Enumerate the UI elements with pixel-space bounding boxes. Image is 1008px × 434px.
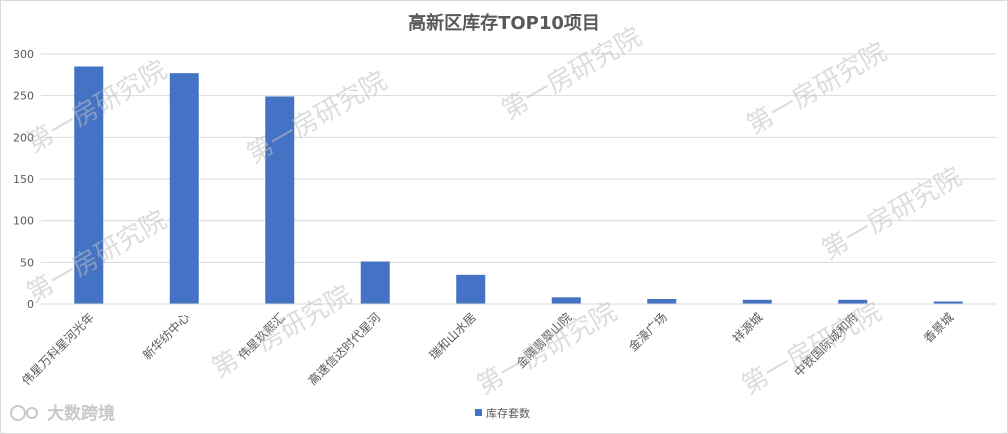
y-tick-label: 200 bbox=[13, 131, 34, 144]
bar bbox=[647, 299, 677, 304]
x-tick-label: 瑞和山水居 bbox=[427, 310, 479, 362]
watermark-text: 第一房研究院 bbox=[242, 66, 392, 170]
x-tick-label: 金濠广场 bbox=[625, 310, 670, 355]
logo-icon bbox=[10, 405, 26, 421]
y-tick-label: 50 bbox=[20, 256, 34, 269]
watermark-text: 第一房研究院 bbox=[737, 297, 887, 401]
bar bbox=[838, 299, 868, 304]
legend: 库存套数 bbox=[475, 406, 530, 420]
chart-title: 高新区库存TOP10项目 bbox=[408, 12, 600, 34]
bar bbox=[360, 261, 390, 304]
legend-label: 库存套数 bbox=[486, 406, 530, 420]
logo-text: 大数跨境 bbox=[47, 403, 115, 424]
logo-icon-secondary bbox=[26, 407, 38, 419]
y-axis-ticks: 0 50 100 150 200 250 300 bbox=[13, 48, 34, 311]
bar bbox=[456, 274, 486, 304]
bar bbox=[169, 73, 199, 305]
bar bbox=[742, 299, 772, 304]
bar bbox=[551, 297, 581, 304]
watermark-text: 第一房研究院 bbox=[742, 37, 892, 141]
bar bbox=[74, 66, 104, 304]
y-tick-label: 150 bbox=[13, 173, 34, 186]
gridlines bbox=[41, 53, 996, 263]
bar bbox=[933, 301, 963, 304]
logo: 大数跨境 bbox=[10, 403, 115, 424]
bars bbox=[74, 66, 963, 305]
watermark-text: 第一房研究院 bbox=[472, 297, 622, 401]
y-tick-label: 0 bbox=[27, 298, 34, 311]
y-tick-label: 100 bbox=[13, 215, 34, 228]
x-tick-label: 伟星万科星河光年 bbox=[19, 310, 97, 388]
watermark-text: 第一房研究院 bbox=[817, 162, 967, 266]
x-tick-label: 新华纺中心 bbox=[139, 310, 192, 363]
x-tick-label: 祥源城 bbox=[730, 310, 765, 345]
legend-swatch bbox=[475, 409, 482, 416]
bar bbox=[265, 96, 295, 304]
watermark-text: 第一房研究院 bbox=[497, 22, 647, 126]
y-tick-label: 300 bbox=[13, 48, 34, 61]
y-tick-label: 250 bbox=[13, 90, 34, 103]
x-tick-label: 香景城 bbox=[921, 310, 956, 345]
